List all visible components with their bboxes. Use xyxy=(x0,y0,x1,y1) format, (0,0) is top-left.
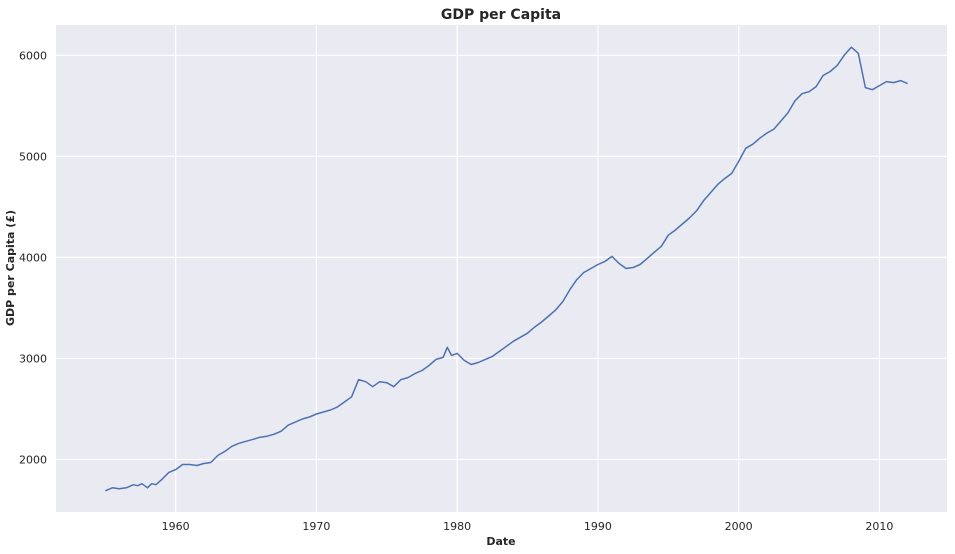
y-tick-label: 2000 xyxy=(19,453,47,466)
x-tick-label: 1960 xyxy=(162,520,190,533)
x-tick-label: 2000 xyxy=(725,520,753,533)
y-axis-title: GDP per Capita (£) xyxy=(4,210,17,326)
y-tick-label: 3000 xyxy=(19,352,47,365)
x-tick-label: 2010 xyxy=(865,520,893,533)
x-tick-label: 1970 xyxy=(302,520,330,533)
x-axis-title: Date xyxy=(486,535,515,548)
y-tick-label: 6000 xyxy=(19,49,47,62)
y-tick-label: 5000 xyxy=(19,150,47,163)
y-tick-labels: 2000 3000 4000 5000 6000 xyxy=(19,49,47,466)
chart-title: GDP per Capita xyxy=(441,7,561,23)
x-tick-label: 1980 xyxy=(443,520,471,533)
y-tick-label: 4000 xyxy=(19,251,47,264)
y-gridlines xyxy=(56,54,947,461)
gdp-series-line xyxy=(105,46,908,492)
x-gridlines xyxy=(175,25,881,512)
x-tick-label: 1990 xyxy=(584,520,612,533)
plot-area xyxy=(56,25,947,512)
x-tick-labels: 1960 1970 1980 1990 2000 2010 xyxy=(162,520,894,533)
